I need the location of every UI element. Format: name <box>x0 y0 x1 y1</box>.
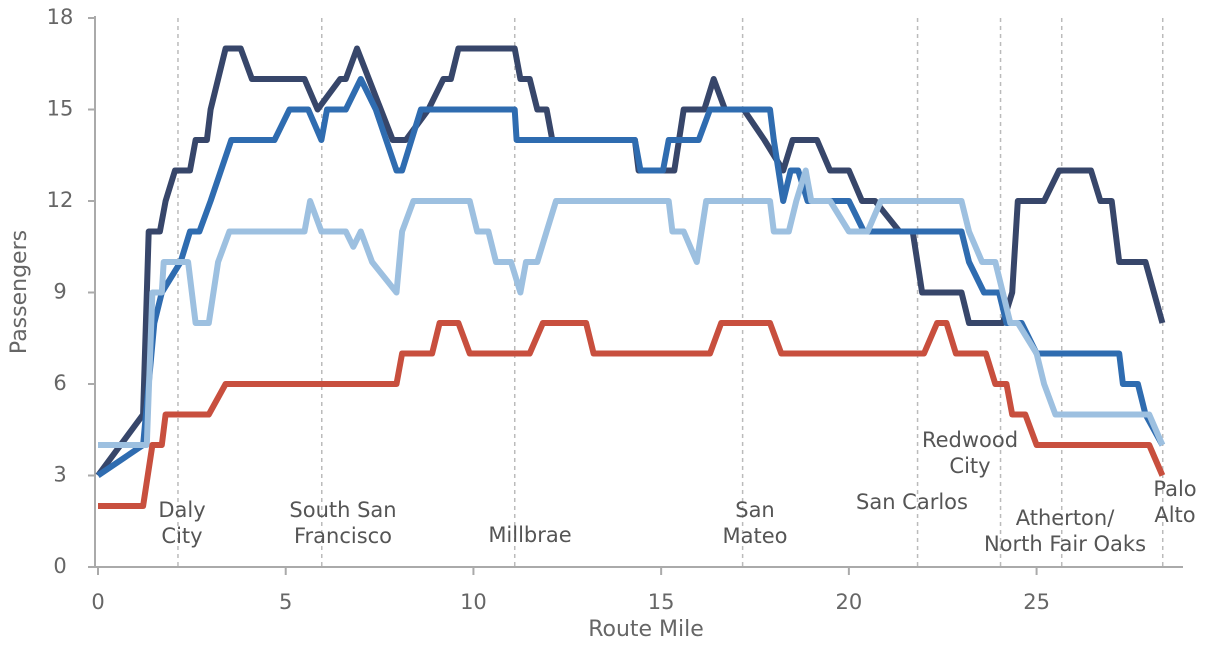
station-label: San <box>735 498 775 522</box>
station-label: City <box>949 454 990 478</box>
y-axis-label: Passengers <box>7 230 32 354</box>
station-label: Atherton/ <box>1016 506 1115 530</box>
x-tick-label: 20 <box>835 590 862 614</box>
station-label: North Fair Oaks <box>984 532 1146 556</box>
y-tick-label: 3 <box>53 463 66 487</box>
station-label: Palo <box>1153 477 1196 501</box>
y-tick-label: 18 <box>47 5 74 29</box>
station-label: Mateo <box>723 524 788 548</box>
series-line <box>96 76 1166 478</box>
x-tick-label: 15 <box>648 590 675 614</box>
series-line <box>98 320 1166 509</box>
station-label: Millbrae <box>488 523 571 547</box>
station-label: South San <box>289 498 396 522</box>
station-label: Alto <box>1154 503 1195 527</box>
station-label: Francisco <box>294 524 392 548</box>
x-tick-label: 10 <box>460 590 487 614</box>
y-tick-label: 6 <box>53 371 66 395</box>
station-label: San Carlos <box>856 490 968 514</box>
station-label: Daly <box>158 498 205 522</box>
y-tick-label: 15 <box>47 97 74 121</box>
x-tick-label: 5 <box>279 590 292 614</box>
series-line <box>98 167 1166 448</box>
y-tick-label: 12 <box>47 188 74 212</box>
x-tick-label: 0 <box>91 590 104 614</box>
x-tick-label: 25 <box>1023 590 1050 614</box>
series-line <box>95 45 1166 478</box>
y-tick-label: 9 <box>53 280 66 304</box>
x-axis-label: Route Mile <box>588 617 704 642</box>
station-label: City <box>161 524 202 548</box>
station-label: Redwood <box>922 428 1018 452</box>
y-tick-label: 0 <box>53 554 66 578</box>
